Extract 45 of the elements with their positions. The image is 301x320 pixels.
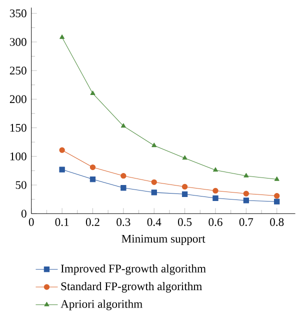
point (212, 188, 218, 194)
point (121, 123, 126, 128)
x-tick-label: 0.7 (240, 218, 254, 226)
y-tick-label: 50 (16, 181, 27, 189)
point (90, 90, 96, 96)
legend-label: Apriori algorithm (60, 300, 143, 310)
y-tick-label: 150 (10, 124, 27, 132)
legend-label: Standard FP-growth algorithm (61, 282, 202, 293)
point (243, 190, 250, 196)
y-tick-label: 200 (10, 95, 27, 104)
point (90, 176, 96, 182)
point (151, 190, 158, 196)
y-tick-label: 0 (22, 210, 27, 218)
point (90, 164, 96, 170)
point (182, 155, 188, 160)
point (274, 176, 280, 181)
legend-label: Improved FP-growth algorithm (61, 264, 206, 275)
point (60, 34, 65, 39)
x-tick-label: 0.6 (208, 218, 223, 226)
point (243, 198, 250, 204)
x-axis-title: Minimum support (122, 234, 206, 246)
point (151, 179, 158, 185)
point (213, 167, 218, 172)
point (274, 198, 280, 204)
point (120, 173, 126, 179)
y-tick-label: 250 (10, 66, 27, 74)
point (59, 166, 66, 172)
x-tick-label: 0.4 (147, 218, 162, 226)
point (152, 142, 157, 148)
point (182, 184, 188, 190)
x-tick-label: 0.2 (86, 218, 100, 226)
x-tick-label: 0 (29, 218, 34, 226)
point (182, 191, 188, 197)
y-tick-label: 300 (10, 38, 27, 46)
y-tick-label: 100 (10, 152, 27, 160)
x-tick-label: 0.1 (55, 218, 69, 226)
y-tick-label: 350 (10, 9, 27, 18)
point (274, 193, 280, 199)
x-tick-label: 0.3 (116, 218, 130, 226)
point (59, 147, 66, 153)
x-tick-label: 0.8 (270, 218, 284, 226)
point (212, 195, 218, 201)
point (244, 173, 249, 178)
x-tick-label: 0.5 (178, 218, 192, 226)
point (120, 185, 126, 191)
